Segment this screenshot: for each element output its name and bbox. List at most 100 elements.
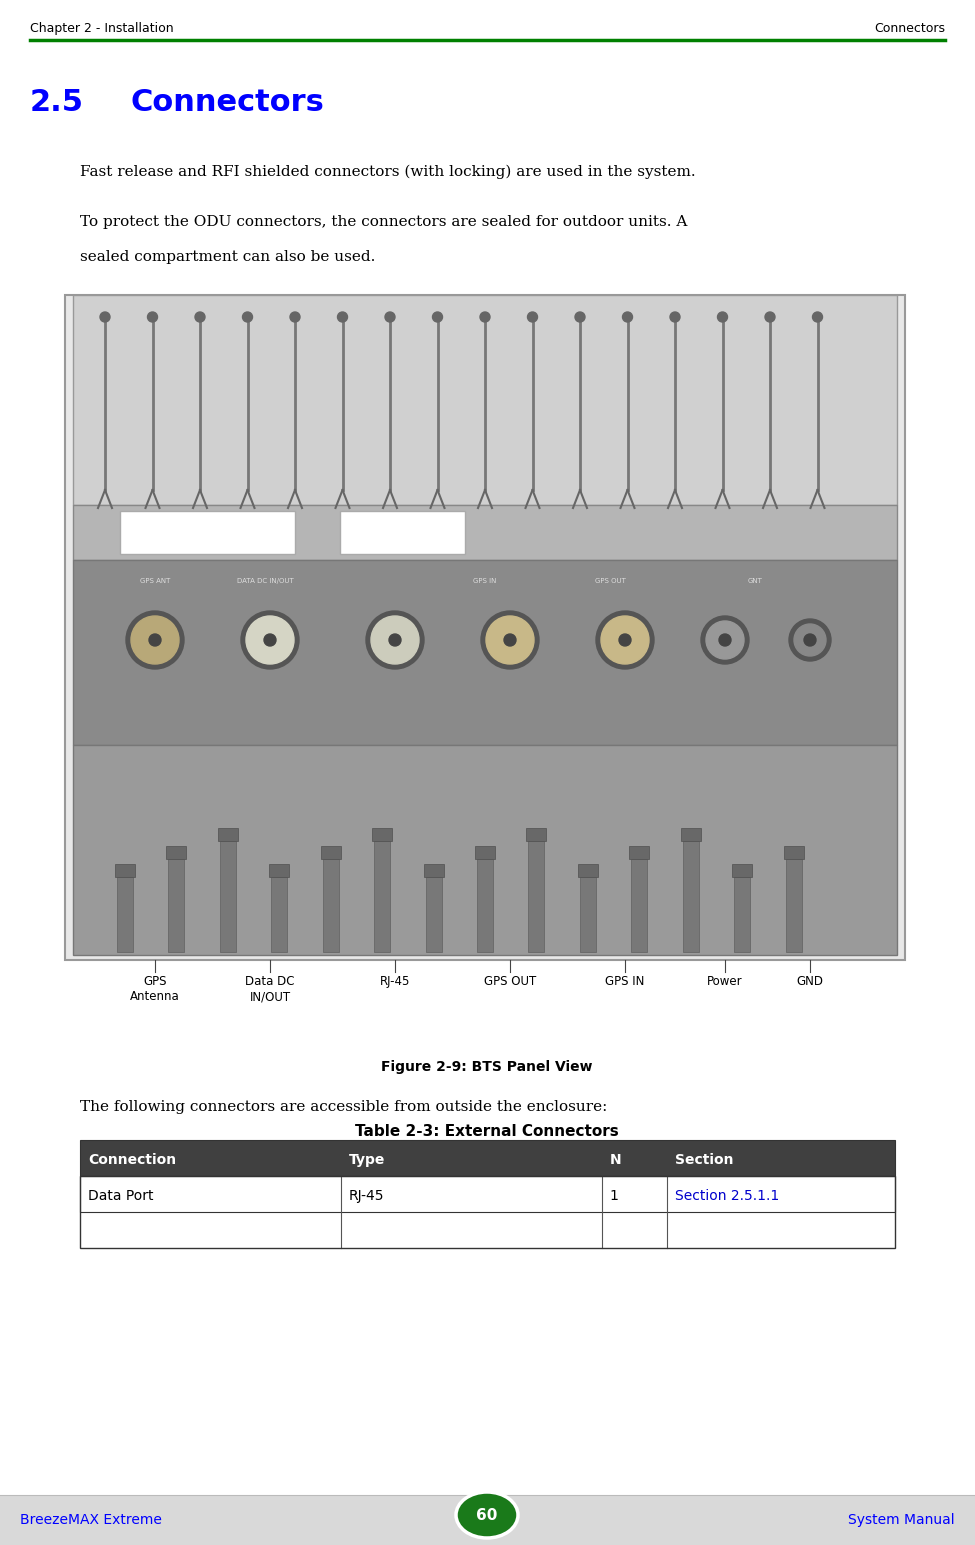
- Circle shape: [622, 312, 633, 321]
- Bar: [80, 1176, 895, 1211]
- Circle shape: [100, 312, 110, 321]
- Circle shape: [504, 633, 516, 646]
- Circle shape: [149, 633, 161, 646]
- Circle shape: [804, 633, 816, 646]
- Circle shape: [126, 610, 184, 669]
- Bar: [80, 1140, 895, 1176]
- Bar: [340, 511, 465, 555]
- Bar: [681, 828, 701, 840]
- Bar: [734, 878, 750, 952]
- Bar: [120, 511, 295, 555]
- Text: BreezeMAX Extreme: BreezeMAX Extreme: [20, 1513, 162, 1526]
- Bar: [167, 847, 186, 859]
- Text: Table 2-3: External Connectors: Table 2-3: External Connectors: [355, 1125, 619, 1139]
- Circle shape: [366, 610, 424, 669]
- Text: GPS OUT: GPS OUT: [595, 578, 625, 584]
- Bar: [0, 1496, 975, 1545]
- Bar: [786, 859, 801, 952]
- Text: RJ-45: RJ-45: [380, 975, 410, 987]
- Bar: [423, 864, 444, 878]
- Text: Connection: Connection: [88, 1153, 176, 1166]
- Circle shape: [147, 312, 158, 321]
- Circle shape: [812, 312, 823, 321]
- Circle shape: [243, 312, 253, 321]
- Circle shape: [706, 621, 744, 660]
- Circle shape: [433, 312, 443, 321]
- Circle shape: [596, 610, 654, 669]
- Circle shape: [131, 616, 179, 664]
- Circle shape: [481, 610, 539, 669]
- Text: 60: 60: [477, 1508, 497, 1522]
- Text: GPS IN: GPS IN: [473, 578, 496, 584]
- Circle shape: [789, 620, 831, 661]
- Circle shape: [619, 633, 631, 646]
- Text: Power: Power: [707, 975, 743, 987]
- Circle shape: [371, 616, 419, 664]
- Bar: [425, 878, 442, 952]
- Bar: [73, 295, 897, 505]
- Text: The following connectors are accessible from outside the enclosure:: The following connectors are accessible …: [80, 1100, 607, 1114]
- Bar: [169, 859, 184, 952]
- Bar: [580, 878, 596, 952]
- Text: Connectors: Connectors: [130, 88, 324, 117]
- Circle shape: [719, 633, 731, 646]
- Text: 2.5: 2.5: [30, 88, 84, 117]
- Bar: [321, 847, 340, 859]
- Circle shape: [601, 616, 649, 664]
- Text: Figure 2-9: BTS Panel View: Figure 2-9: BTS Panel View: [381, 1060, 593, 1074]
- Circle shape: [575, 312, 585, 321]
- Text: sealed compartment can also be used.: sealed compartment can also be used.: [80, 250, 375, 264]
- Text: Fast release and RFI shielded connectors (with locking) are used in the system.: Fast release and RFI shielded connectors…: [80, 165, 695, 179]
- Circle shape: [290, 312, 300, 321]
- Bar: [117, 878, 133, 952]
- Bar: [73, 505, 897, 559]
- Bar: [477, 859, 493, 952]
- Text: GND: GND: [797, 975, 824, 987]
- Text: Data DC
IN/OUT: Data DC IN/OUT: [246, 975, 294, 1003]
- Bar: [784, 847, 803, 859]
- Text: DATA DC IN/OUT: DATA DC IN/OUT: [237, 578, 293, 584]
- Bar: [732, 864, 752, 878]
- Bar: [323, 859, 338, 952]
- Circle shape: [337, 312, 347, 321]
- Circle shape: [385, 312, 395, 321]
- Bar: [578, 864, 598, 878]
- Text: Data Port: Data Port: [88, 1190, 153, 1204]
- Circle shape: [480, 312, 490, 321]
- Bar: [682, 840, 699, 952]
- Text: 1: 1: [609, 1190, 618, 1204]
- Bar: [526, 828, 546, 840]
- Circle shape: [527, 312, 537, 321]
- Text: Section 2.5.1.1: Section 2.5.1.1: [675, 1190, 779, 1204]
- Text: GPS
Antenna: GPS Antenna: [130, 975, 179, 1003]
- Bar: [80, 1176, 895, 1248]
- Text: Connectors: Connectors: [874, 22, 945, 36]
- Text: GPS OUT: GPS OUT: [484, 975, 536, 987]
- Text: Chapter 2 - Installation: Chapter 2 - Installation: [30, 22, 174, 36]
- Bar: [73, 559, 897, 745]
- Circle shape: [765, 312, 775, 321]
- Ellipse shape: [456, 1492, 518, 1537]
- Circle shape: [264, 633, 276, 646]
- Circle shape: [670, 312, 680, 321]
- Text: GNT: GNT: [748, 578, 762, 584]
- Text: RJ-45: RJ-45: [349, 1190, 384, 1204]
- Bar: [372, 828, 392, 840]
- Circle shape: [718, 312, 727, 321]
- Circle shape: [241, 610, 299, 669]
- Bar: [271, 878, 288, 952]
- Text: System Manual: System Manual: [848, 1513, 955, 1526]
- Circle shape: [794, 624, 826, 657]
- Bar: [528, 840, 544, 952]
- Text: Section: Section: [675, 1153, 733, 1166]
- Circle shape: [195, 312, 205, 321]
- Bar: [374, 840, 390, 952]
- Bar: [269, 864, 290, 878]
- Text: Type: Type: [349, 1153, 385, 1166]
- Bar: [475, 847, 495, 859]
- Circle shape: [486, 616, 534, 664]
- Bar: [115, 864, 135, 878]
- Bar: [73, 745, 897, 955]
- Circle shape: [389, 633, 401, 646]
- Bar: [217, 828, 238, 840]
